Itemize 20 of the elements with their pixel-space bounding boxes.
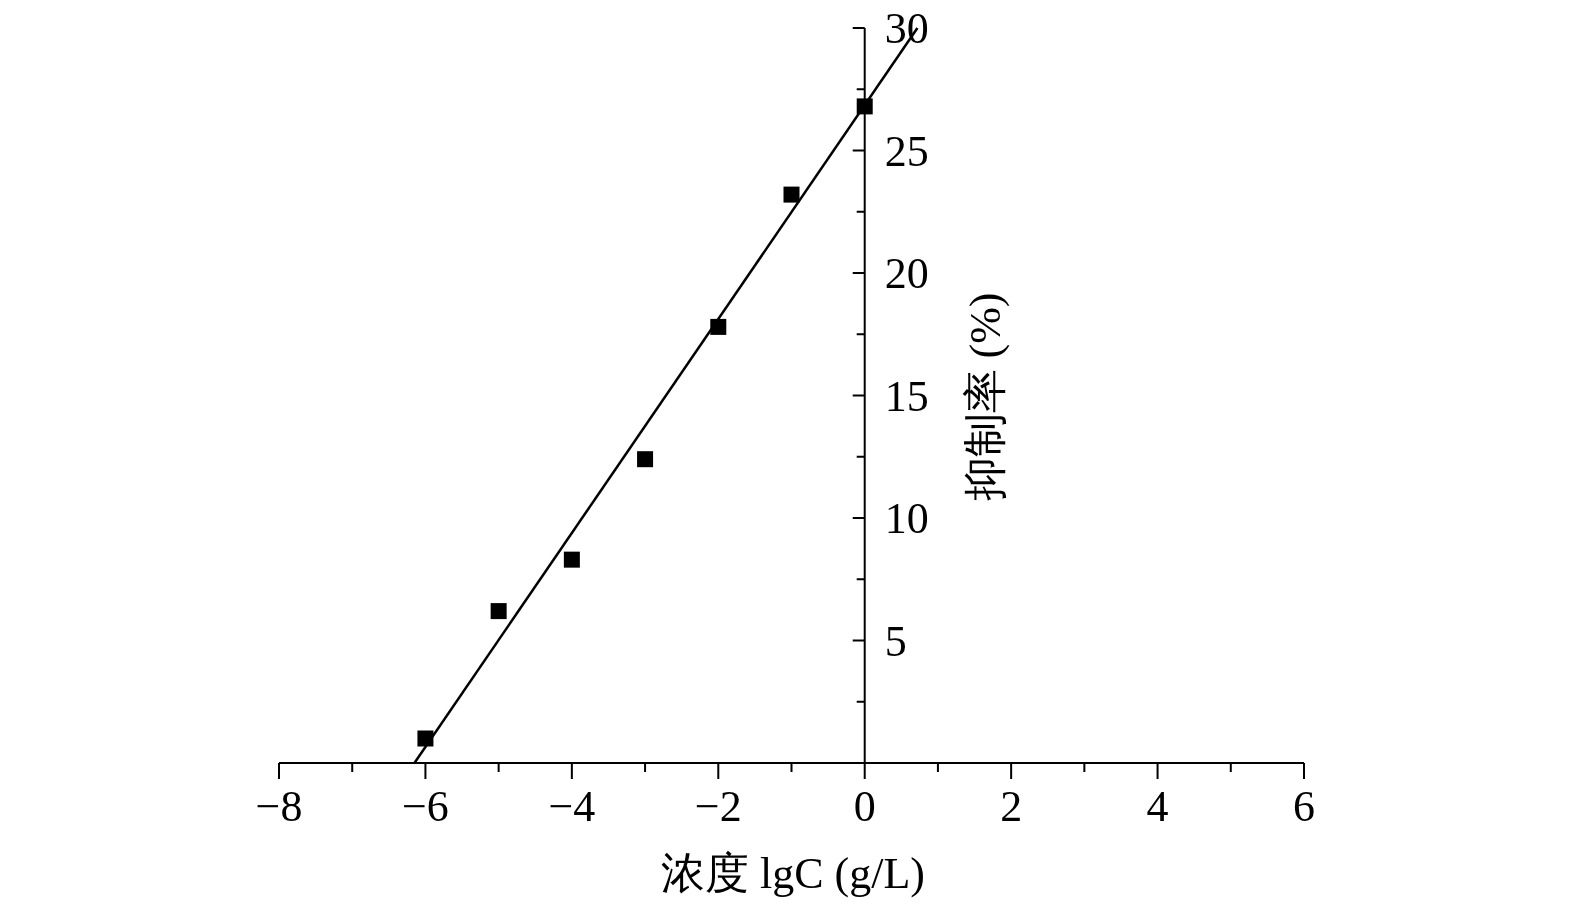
y-axis-title: 抑制率 (%): [961, 292, 1010, 502]
point: [783, 186, 800, 203]
x-tick-label: 2: [1000, 782, 1023, 831]
x-tick-label: −4: [548, 782, 596, 831]
y-tick-label: 25: [884, 126, 929, 176]
x-axis-title: 浓度 lgC (g/L): [661, 849, 925, 898]
point: [637, 451, 654, 468]
x-tick-label: −2: [694, 782, 742, 831]
y-tick-label: 5: [884, 616, 907, 666]
x-tick-label: −8: [255, 782, 303, 831]
point: [563, 551, 580, 568]
y-tick-label: 15: [884, 371, 929, 421]
x-tick-label: 4: [1146, 782, 1169, 831]
y-tick-label: 30: [884, 4, 929, 53]
x-tick-label: 6: [1293, 782, 1315, 831]
y-tick-label: 20: [884, 249, 929, 298]
x-tick-label: 0: [853, 782, 876, 831]
point: [490, 603, 507, 620]
y-tick-label: 10: [884, 494, 929, 543]
x-tick-label: −6: [402, 782, 449, 831]
